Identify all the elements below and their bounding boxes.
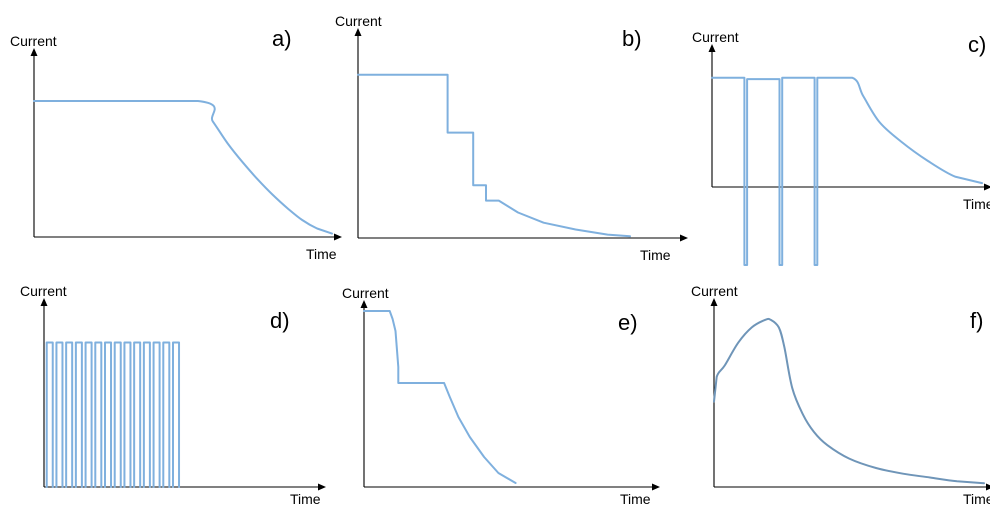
series-line bbox=[713, 317, 985, 485]
y-axis-label: Current bbox=[335, 13, 382, 29]
panel-label: b) bbox=[622, 26, 642, 51]
x-axis-arrow bbox=[984, 183, 990, 191]
panel-c: Current Time c) bbox=[692, 29, 990, 266]
pulse-mark bbox=[55, 341, 64, 488]
pulse-mark bbox=[162, 341, 171, 488]
series-line bbox=[357, 73, 631, 238]
panel-d: Current Time d) bbox=[20, 283, 326, 507]
y-axis-label: Current bbox=[691, 283, 738, 299]
y-axis-arrow bbox=[30, 48, 38, 56]
series-line bbox=[711, 76, 983, 266]
y-axis-label: Current bbox=[342, 285, 389, 301]
panel-label: d) bbox=[270, 308, 290, 333]
y-axis-arrow bbox=[354, 28, 362, 36]
pulse-mark bbox=[123, 341, 132, 488]
x-axis-label: Time bbox=[290, 491, 321, 507]
pulse-mark bbox=[133, 341, 142, 488]
x-axis-arrow bbox=[318, 483, 326, 491]
panel-label: a) bbox=[272, 26, 292, 51]
x-axis-arrow bbox=[652, 483, 660, 491]
panel-label: c) bbox=[968, 32, 986, 57]
panel-label: f) bbox=[970, 308, 983, 333]
y-axis-arrow bbox=[40, 298, 48, 306]
y-axis-label: Current bbox=[20, 283, 67, 299]
x-axis-label: Time bbox=[963, 196, 990, 212]
x-axis-label: Time bbox=[620, 491, 651, 507]
panel-a: Current Time a) bbox=[10, 26, 342, 262]
x-axis-arrow bbox=[986, 483, 990, 491]
pulse-mark bbox=[104, 341, 113, 488]
y-axis-arrow bbox=[360, 300, 368, 308]
y-axis-arrow bbox=[710, 298, 718, 306]
y-axis-arrow bbox=[708, 44, 716, 52]
panel-label: e) bbox=[618, 310, 638, 335]
x-axis-arrow bbox=[680, 234, 688, 242]
pulse-mark bbox=[172, 341, 181, 488]
pulse-mark bbox=[65, 341, 74, 488]
pulse-mark bbox=[45, 341, 54, 488]
y-axis-label: Current bbox=[10, 33, 57, 49]
pulse-mark bbox=[113, 341, 122, 488]
y-axis-label: Current bbox=[692, 29, 739, 45]
pulse-mark bbox=[94, 341, 103, 488]
pulse-mark bbox=[142, 341, 151, 488]
pulse-mark bbox=[74, 341, 83, 488]
x-axis-label: Time bbox=[306, 246, 337, 262]
pulse-mark bbox=[152, 341, 161, 488]
panel-f: Current Time f) bbox=[691, 283, 990, 507]
pulse-mark bbox=[84, 341, 93, 488]
series-line bbox=[363, 310, 517, 484]
x-axis-arrow bbox=[334, 233, 342, 241]
series-line bbox=[33, 100, 333, 235]
panel-e: Current Time e) bbox=[342, 285, 660, 507]
x-axis-label: Time bbox=[963, 491, 990, 507]
x-axis-label: Time bbox=[640, 247, 671, 263]
panel-b: Current Time b) bbox=[335, 13, 688, 263]
